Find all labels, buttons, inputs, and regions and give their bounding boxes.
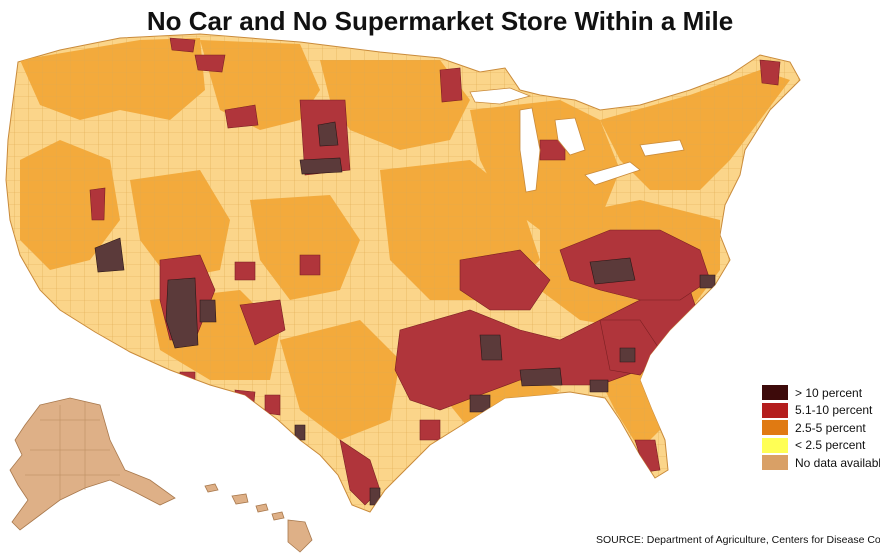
- source-note: SOURCE: Department of Agriculture, Cente…: [596, 534, 880, 546]
- legend-swatch: [762, 402, 788, 418]
- legend-label: No data available: [795, 455, 880, 470]
- legend-item-no-data: No data available: [762, 454, 880, 472]
- legend: > 10 percent 5.1-10 percent 2.5-5 percen…: [762, 384, 880, 472]
- legend-swatch: [762, 437, 788, 453]
- alaska-borders: [25, 402, 120, 500]
- map-title: No Car and No Supermarket Store Within a…: [146, 6, 734, 36]
- high-rate-regions: [89, 37, 781, 506]
- legend-swatch: [762, 420, 788, 436]
- great-lakes: [469, 87, 685, 193]
- legend-item-high: 5.1-10 percent: [762, 402, 880, 420]
- legend-label: 2.5-5 percent: [795, 420, 866, 435]
- hawaii: [204, 483, 313, 553]
- legend-item-mid: 2.5-5 percent: [762, 419, 880, 437]
- alaska-shape: [9, 397, 176, 531]
- legend-label: > 10 percent: [795, 385, 863, 400]
- legend-swatch: [762, 385, 788, 401]
- legend-label: < 2.5 percent: [795, 438, 866, 453]
- legend-label: 5.1-10 percent: [795, 403, 873, 418]
- legend-swatch: [762, 455, 788, 471]
- very-high-rate-regions: [94, 121, 716, 506]
- legend-item-low: < 2.5 percent: [762, 437, 880, 455]
- legend-item-very-high: > 10 percent: [762, 384, 880, 402]
- alaska: [9, 397, 176, 531]
